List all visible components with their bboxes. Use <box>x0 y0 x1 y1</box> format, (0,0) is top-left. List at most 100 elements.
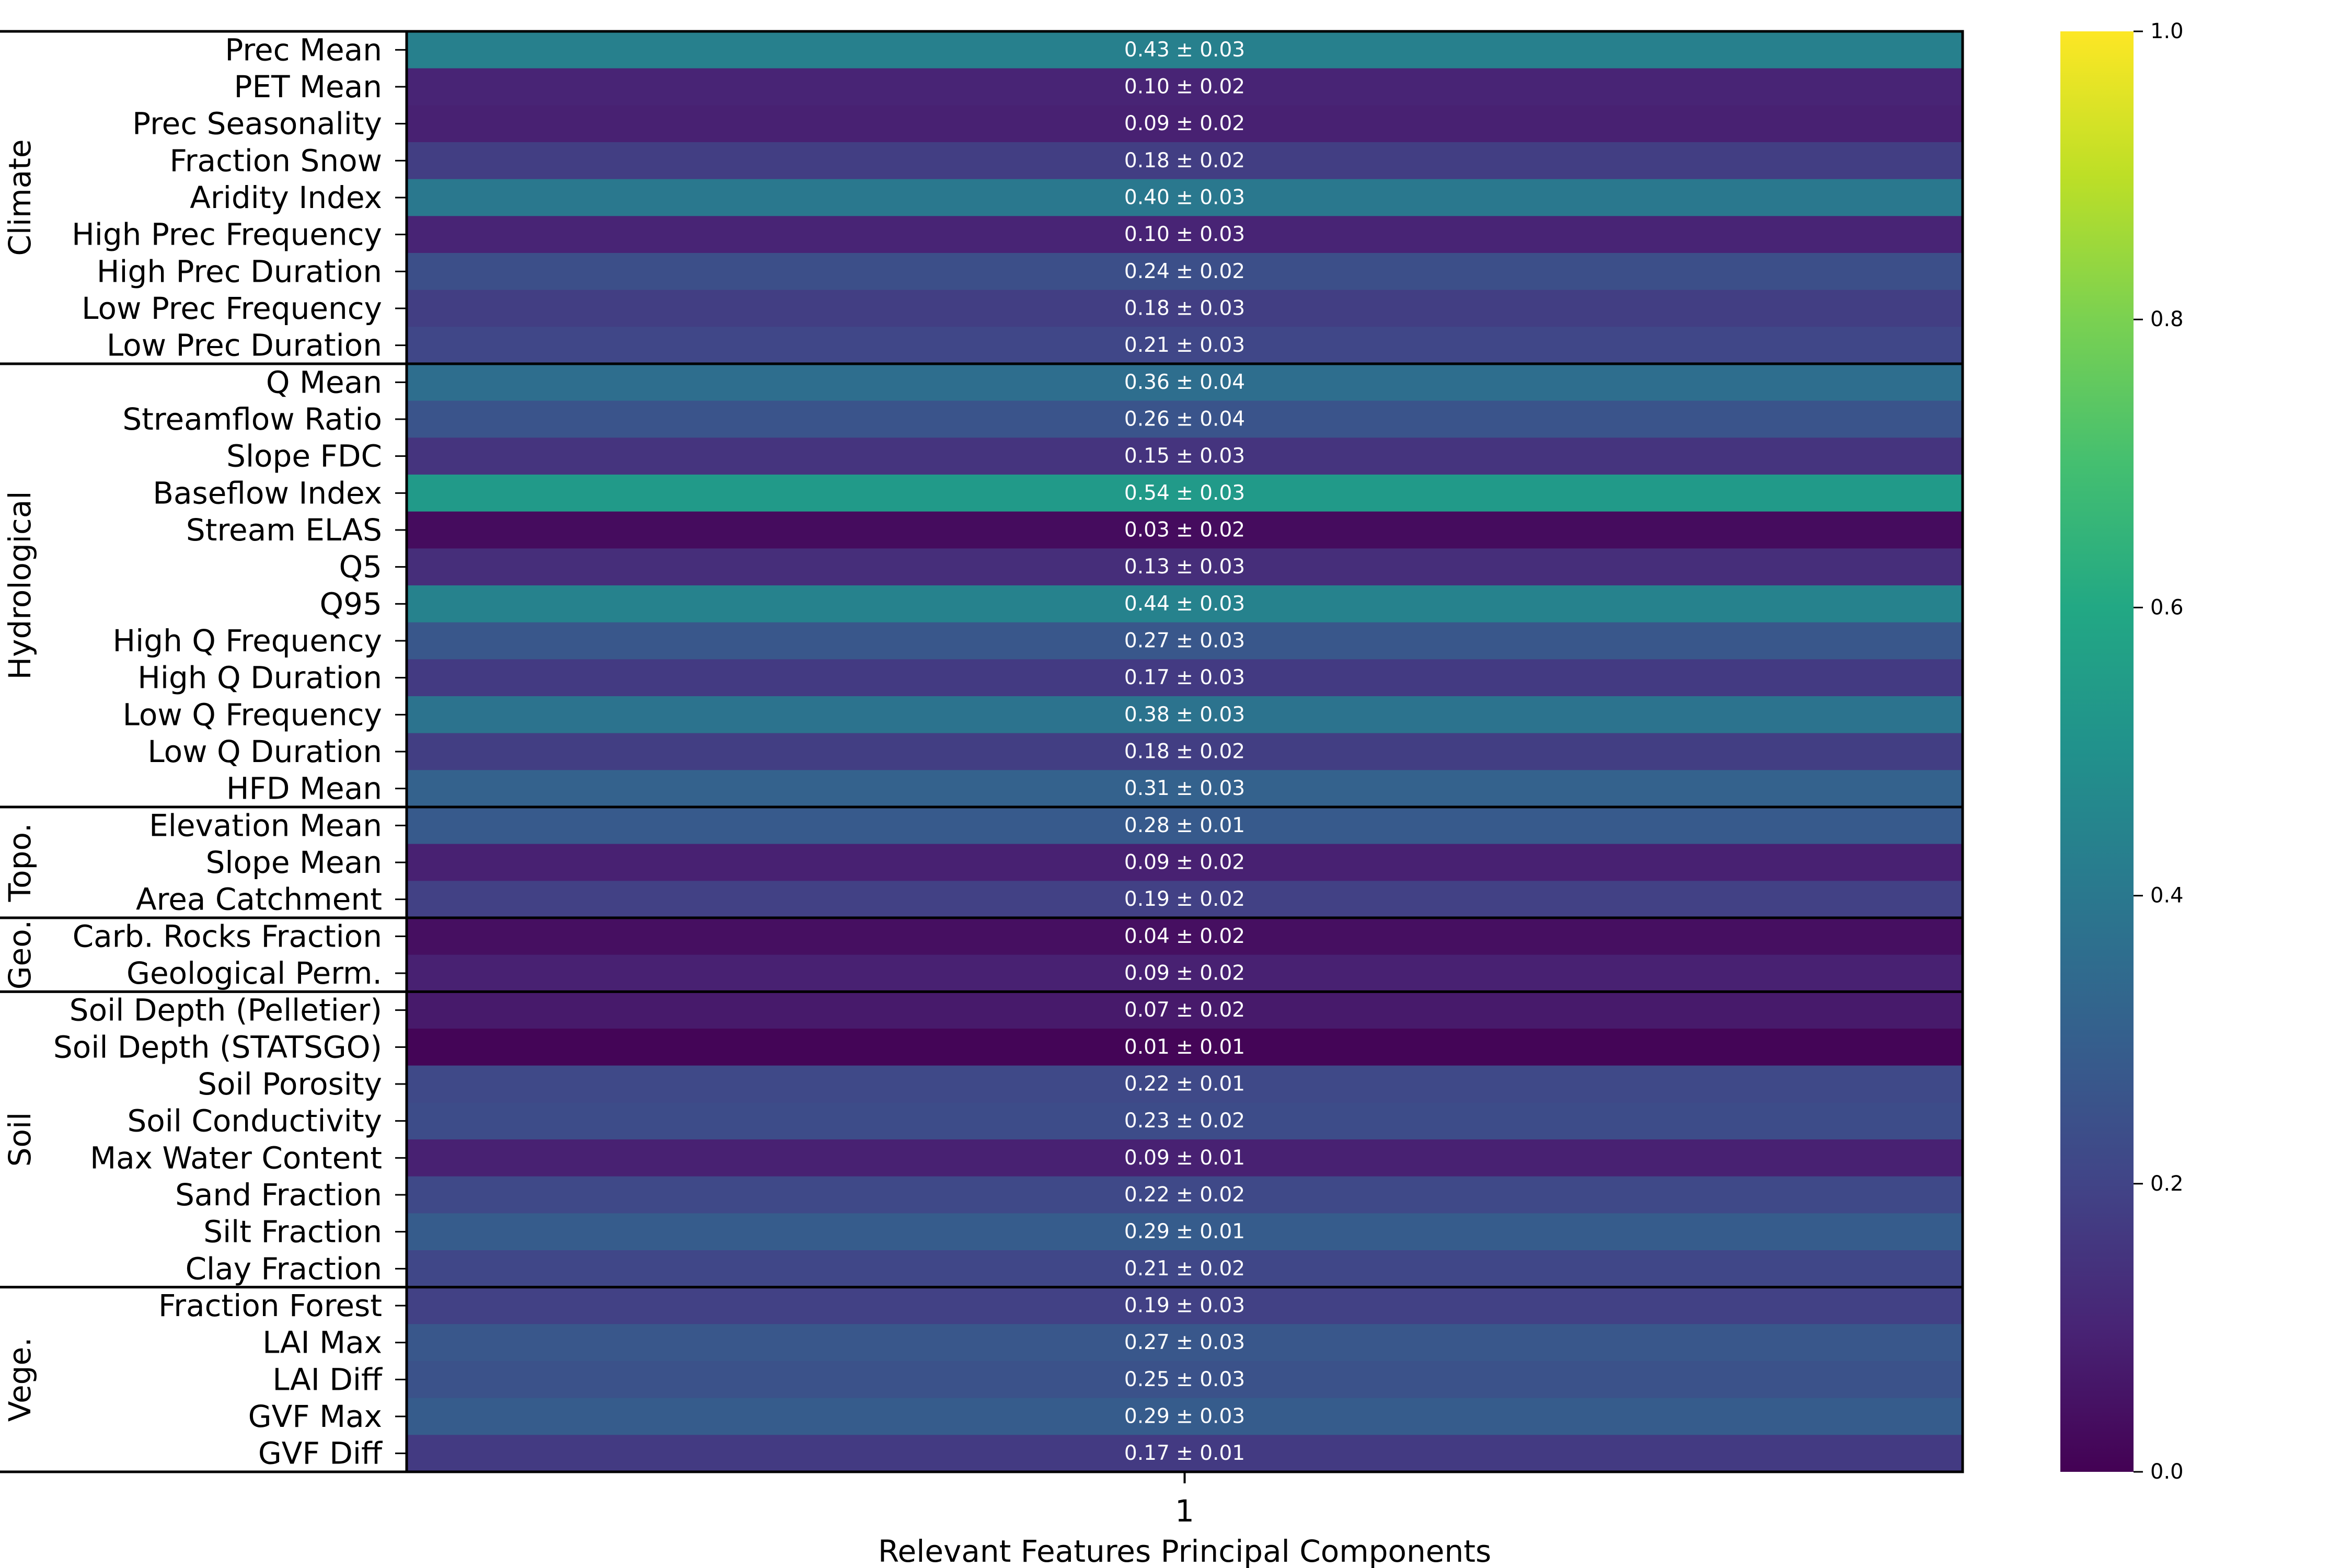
heatmap-cell <box>407 807 1963 845</box>
cell-value-label: 0.24 ± 0.02 <box>1124 260 1245 283</box>
group-label: Climate <box>2 139 38 256</box>
heatmap-cell <box>407 105 1963 143</box>
heatmap-cell <box>407 1398 1963 1435</box>
row-label: Low Q Frequency <box>123 697 382 732</box>
row-label: Low Q Duration <box>147 734 382 769</box>
row-label: Elevation Mean <box>149 808 382 843</box>
cell-value-label: 0.44 ± 0.03 <box>1124 592 1245 616</box>
heatmap-cell <box>407 991 1963 1029</box>
cell-value-label: 0.28 ± 0.01 <box>1124 814 1245 837</box>
cell-value-label: 0.17 ± 0.03 <box>1124 666 1245 689</box>
cell-value-label: 0.22 ± 0.02 <box>1124 1183 1245 1207</box>
row-label: High Prec Frequency <box>72 217 382 252</box>
row-label: PET Mean <box>234 69 382 105</box>
heatmap-cell <box>407 400 1963 438</box>
cell-value-label: 0.18 ± 0.02 <box>1124 149 1245 172</box>
group-label: Hydrological <box>2 491 38 680</box>
cell-value-label: 0.29 ± 0.01 <box>1124 1220 1245 1243</box>
cell-value-label: 0.19 ± 0.03 <box>1124 1294 1245 1318</box>
colorbar-tick-label: 1.0 <box>2150 19 2184 43</box>
cell-value-label: 0.40 ± 0.03 <box>1124 186 1245 210</box>
cell-value-label: 0.23 ± 0.02 <box>1124 1109 1245 1133</box>
cell-value-label: 0.17 ± 0.01 <box>1124 1442 1245 1465</box>
heatmap-cell <box>407 68 1963 106</box>
row-label: Soil Depth (Pelletier) <box>70 993 382 1028</box>
x-axis: 1 Relevant Features Principal Components <box>878 1472 1491 1568</box>
cell-value-label: 0.10 ± 0.02 <box>1124 75 1245 99</box>
cell-value-label: 0.22 ± 0.01 <box>1124 1073 1245 1096</box>
cell-value-label: 0.09 ± 0.02 <box>1124 962 1245 985</box>
row-label: Area Catchment <box>136 882 382 917</box>
row-label: High Q Frequency <box>113 623 382 659</box>
row-label: Fraction Snow <box>170 143 382 178</box>
row-label: Q5 <box>339 549 382 585</box>
row-label: Q Mean <box>266 364 382 400</box>
row-label: Prec Seasonality <box>132 106 382 142</box>
row-label: Low Prec Frequency <box>82 291 382 326</box>
row-label: Baseflow Index <box>153 475 382 511</box>
heatmap-cell <box>407 142 1963 180</box>
row-label: Stream ELAS <box>186 512 382 548</box>
heatmap-cell <box>407 844 1963 881</box>
cell-value-label: 0.27 ± 0.03 <box>1124 1331 1245 1354</box>
heatmap-cell <box>407 622 1963 660</box>
row-label: LAI Max <box>262 1325 382 1361</box>
heatmap-cell <box>407 1361 1963 1399</box>
row-label: High Q Duration <box>137 660 382 696</box>
row-label: Clay Fraction <box>186 1251 382 1286</box>
cell-value-labels: 0.43 ± 0.03 0.10 ± 0.02 0.09 ± 0.02 0.18 ± … <box>1124 38 1245 1465</box>
cell-value-label: 0.31 ± 0.03 <box>1124 777 1245 800</box>
colorbar-tick-label: 0.6 <box>2150 595 2184 619</box>
colorbar: 0.0 0.2 0.4 0.6 0.8 1.0 <box>2060 19 2184 1484</box>
heatmap-cell <box>407 881 1963 918</box>
heatmap-cell <box>407 1065 1963 1103</box>
cell-value-label: 0.15 ± 0.03 <box>1124 444 1245 468</box>
row-label: Q95 <box>320 586 382 621</box>
cell-value-label: 0.09 ± 0.02 <box>1124 851 1245 874</box>
row-label: Streamflow Ratio <box>122 401 382 437</box>
heatmap-cell <box>407 733 1963 770</box>
colorbar-tick-label: 0.4 <box>2150 884 2184 908</box>
heatmap-cell <box>407 216 1963 253</box>
heatmap-cell <box>407 1250 1963 1288</box>
cell-value-label: 0.25 ± 0.03 <box>1124 1368 1245 1391</box>
cell-value-label: 0.21 ± 0.03 <box>1124 333 1245 357</box>
cell-value-label: 0.13 ± 0.03 <box>1124 555 1245 579</box>
row-label: Silt Fraction <box>203 1214 382 1250</box>
cell-value-label: 0.07 ± 0.02 <box>1124 998 1245 1022</box>
cell-value-label: 0.29 ± 0.03 <box>1124 1405 1245 1428</box>
group-label: Geo. <box>2 920 38 990</box>
heatmap-cell <box>407 659 1963 697</box>
heatmap-cell <box>407 437 1963 475</box>
row-label: LAI Diff <box>272 1362 383 1397</box>
colorbar-tick-label: 0.0 <box>2150 1460 2184 1484</box>
row-label: Soil Conductivity <box>127 1103 382 1139</box>
x-tick-label: 1 <box>1175 1493 1194 1529</box>
row-label: GVF Diff <box>258 1436 383 1471</box>
cell-value-label: 0.09 ± 0.02 <box>1124 112 1245 135</box>
cell-value-label: 0.36 ± 0.04 <box>1124 371 1245 394</box>
row-label: Slope FDC <box>226 439 382 474</box>
heatmap-cell <box>407 179 1963 216</box>
heatmap-cell <box>407 290 1963 327</box>
heatmap-cell <box>407 1176 1963 1214</box>
cell-value-label: 0.18 ± 0.02 <box>1124 740 1245 764</box>
row-label: Slope Mean <box>206 845 382 880</box>
cell-value-label: 0.09 ± 0.01 <box>1124 1146 1245 1170</box>
cell-value-label: 0.03 ± 0.02 <box>1124 518 1245 542</box>
heatmap-cell <box>407 585 1963 623</box>
heatmap-cell <box>407 696 1963 734</box>
row-label: Sand Fraction <box>175 1177 382 1213</box>
heatmap-cell <box>407 1435 1963 1472</box>
heatmap-cell <box>407 31 1963 69</box>
heatmap-cell <box>407 1102 1963 1140</box>
cell-value-label: 0.19 ± 0.02 <box>1124 887 1245 911</box>
colorbar-tick-label: 0.8 <box>2150 307 2184 331</box>
group-label: Vege. <box>2 1337 38 1422</box>
cell-value-label: 0.43 ± 0.03 <box>1124 38 1245 62</box>
row-label: Low Prec Duration <box>107 328 382 363</box>
row-label: HFD Mean <box>226 771 382 806</box>
heatmap-cell <box>407 1213 1963 1251</box>
heatmap-cell <box>407 918 1963 955</box>
heatmap-cell <box>407 511 1963 549</box>
